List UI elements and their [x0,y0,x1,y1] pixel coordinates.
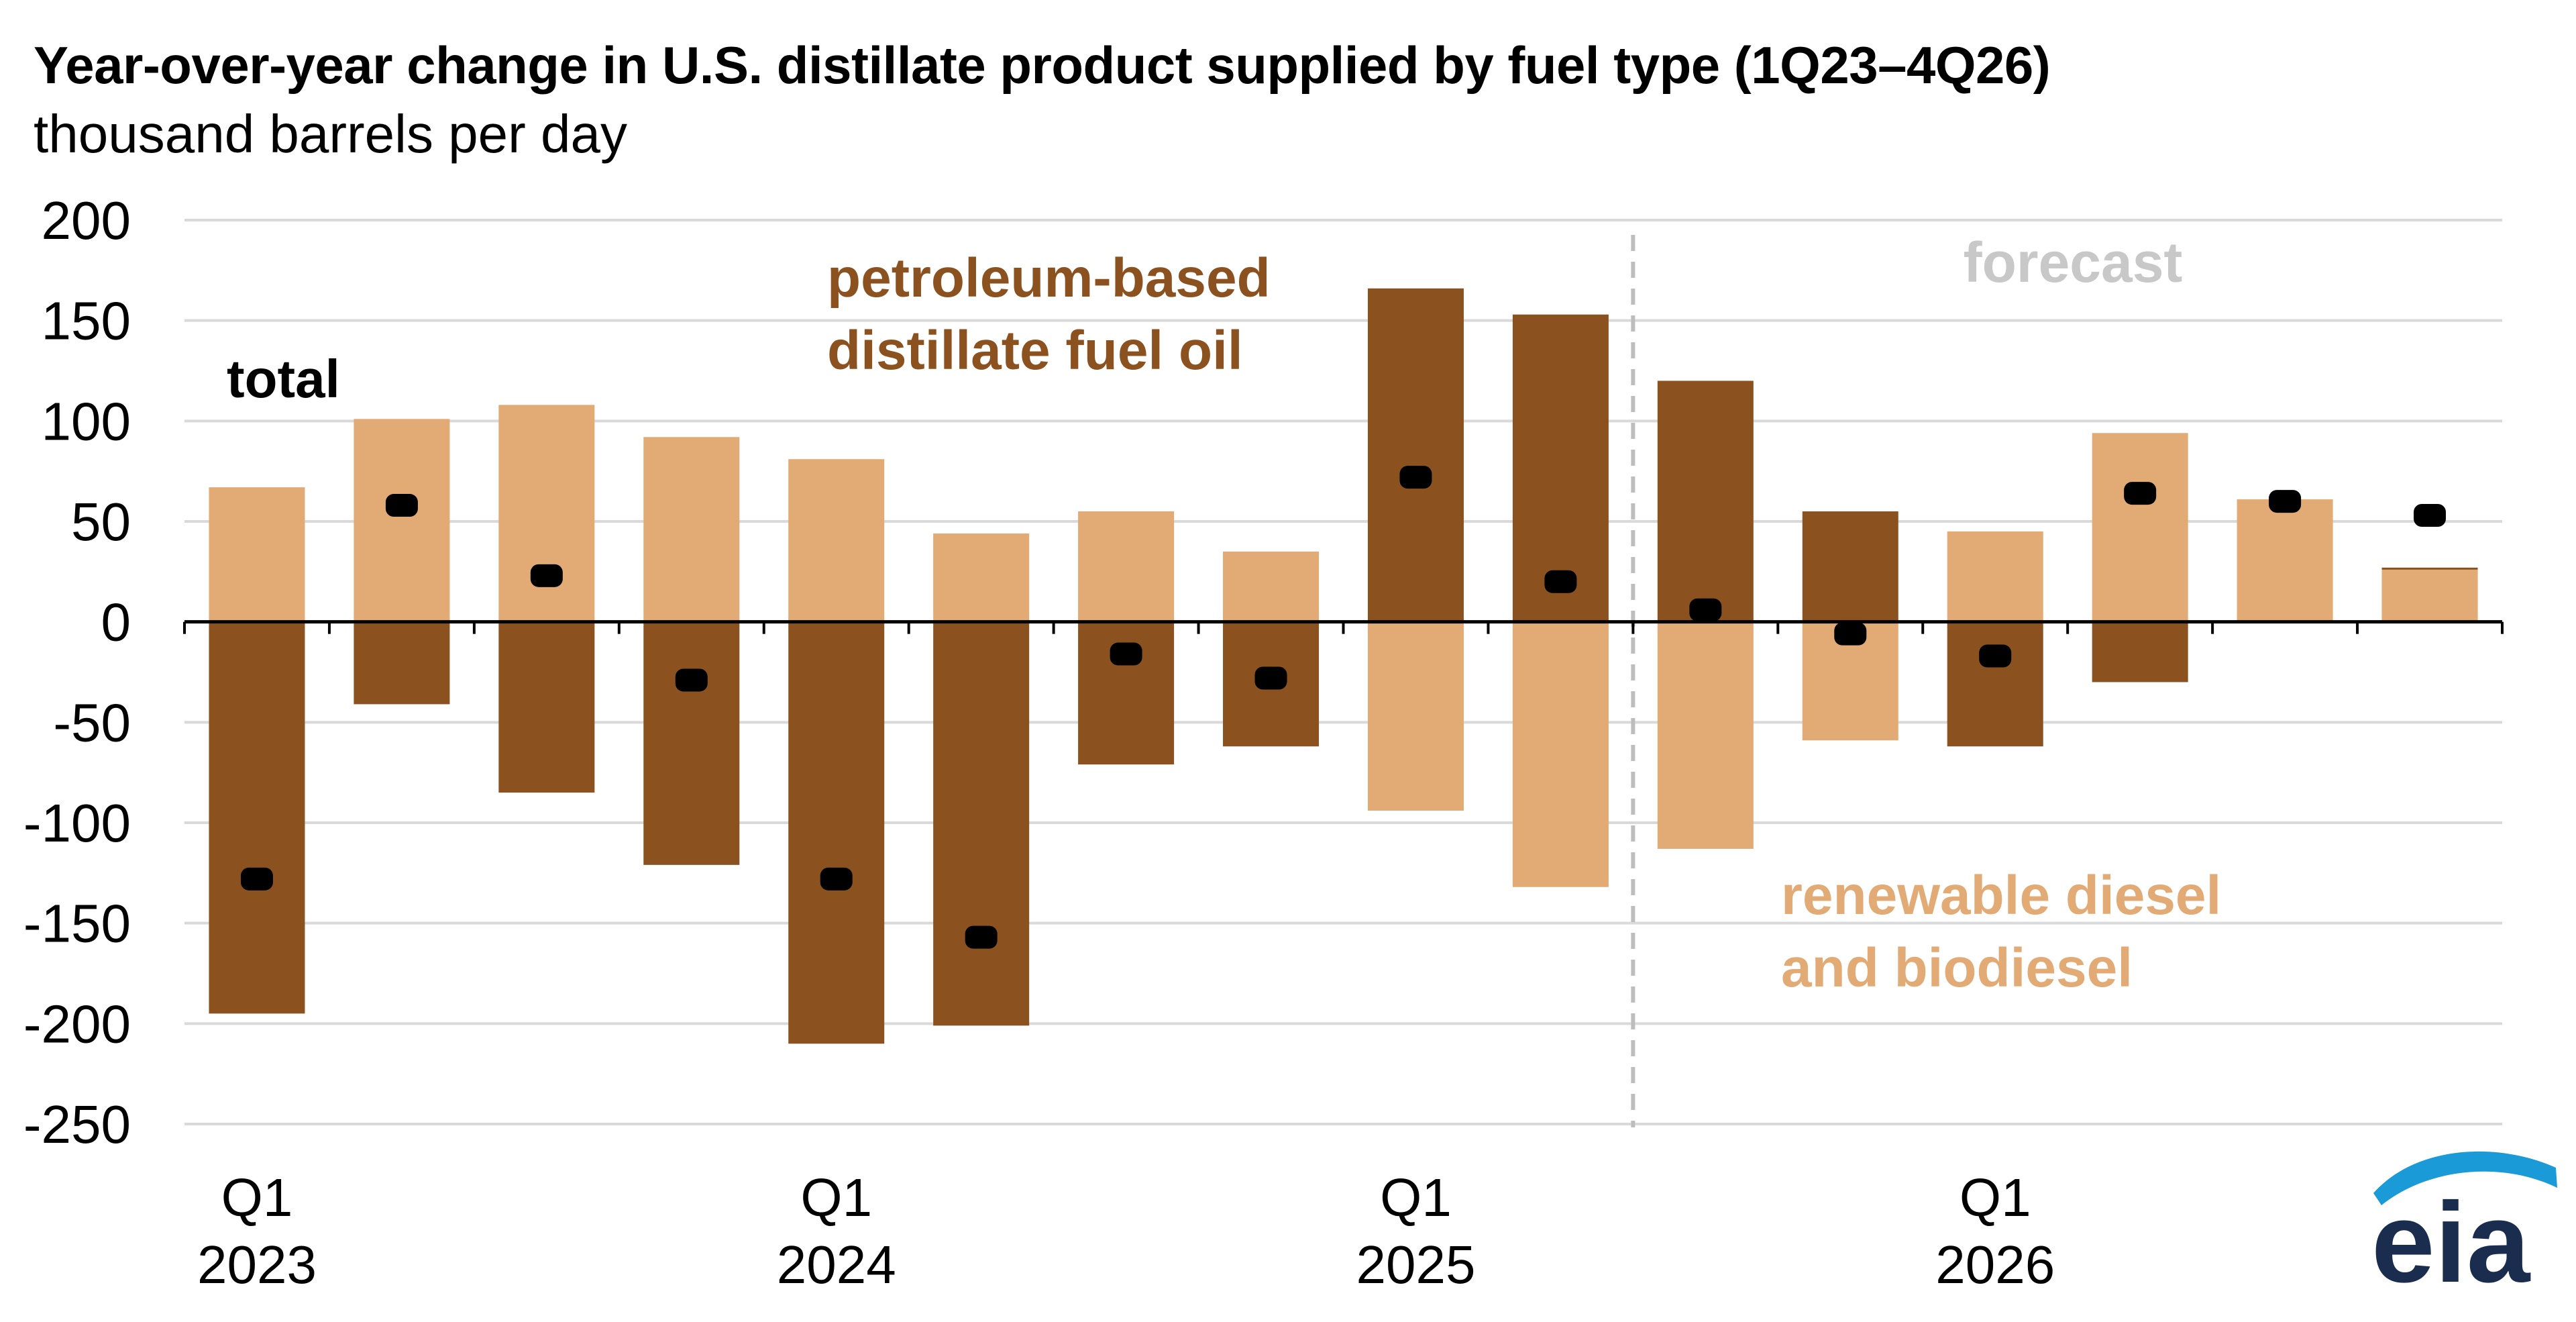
y-tick-label: 100 [42,391,131,451]
bar-renewable [643,437,740,622]
x-tick-year: 2023 [197,1235,317,1294]
y-tick-label: -100 [23,793,131,853]
total-marker [1834,622,1867,646]
legend-petroleum: petroleum-based [827,248,1271,309]
bar-petroleum [354,621,450,705]
bar-renewable [1223,551,1320,622]
bar-renewable [1947,531,2043,622]
total-marker [2414,504,2447,527]
y-tick-label: 50 [71,492,131,552]
y-tick-label: -150 [23,894,131,954]
total-marker [1689,598,1722,621]
x-tick-quarter: Q1 [221,1168,293,1227]
bar-renewable [1657,621,1754,849]
bar-renewable [1512,621,1609,887]
forecast-label: forecast [1964,231,2183,294]
x-tick-year: 2025 [1356,1235,1475,1294]
bar-renewable [498,405,595,622]
chart-title: Year-over-year change in U.S. distillate… [34,36,2051,95]
y-tick-label: -250 [23,1095,131,1154]
legend-total: total [227,349,340,409]
bar-petroleum [933,621,1030,1026]
total-marker [820,867,853,891]
bar-renewable [2381,569,2478,622]
bar-renewable [788,459,885,622]
legend-renewable: and biodiesel [1781,937,2133,999]
bar-petroleum [209,621,305,1014]
y-tick-label: 150 [42,291,131,351]
bar-renewable [1367,621,1464,811]
x-tick-year: 2024 [777,1235,896,1294]
bar-renewable [2237,499,2333,622]
total-marker [1979,644,2012,668]
bar-renewable [354,419,450,622]
bar-renewable [209,487,305,622]
bar-renewable [2092,433,2188,622]
total-marker [1399,466,1432,489]
total-marker [1254,666,1287,690]
total-marker [1110,642,1142,666]
y-tick-label: -200 [23,994,131,1054]
legend-petroleum: distillate fuel oil [827,320,1243,381]
x-tick-quarter: Q1 [1960,1168,2031,1227]
bar-petroleum [498,621,595,793]
total-marker [240,867,273,891]
eia-logo: eia [2361,1141,2563,1307]
svg-text:eia: eia [2371,1179,2531,1295]
bar-petroleum [2092,621,2188,682]
chart-subtitle: thousand barrels per day [34,104,627,164]
bar-renewable [933,533,1030,622]
bar-petroleum [788,621,885,1044]
bar-petroleum [1367,288,1464,622]
x-tick-quarter: Q1 [1380,1168,1452,1227]
total-marker [675,668,708,692]
legend-renewable: renewable diesel [1781,865,2221,926]
total-marker [1544,570,1577,593]
y-tick-label: 200 [42,191,131,250]
total-marker [2124,482,2157,505]
total-marker [530,564,563,587]
bar-petroleum [1657,380,1754,622]
bar-renewable [1078,511,1175,622]
bar-petroleum [1947,621,2043,747]
total-marker [385,494,418,517]
bar-petroleum [1802,511,1898,622]
bar-petroleum [643,621,740,865]
total-marker [965,925,998,949]
y-tick-label: 0 [101,593,131,652]
y-tick-label: -50 [53,693,131,752]
x-tick-year: 2026 [1935,1235,2055,1294]
total-marker [2269,490,2302,513]
x-tick-quarter: Q1 [800,1168,872,1227]
